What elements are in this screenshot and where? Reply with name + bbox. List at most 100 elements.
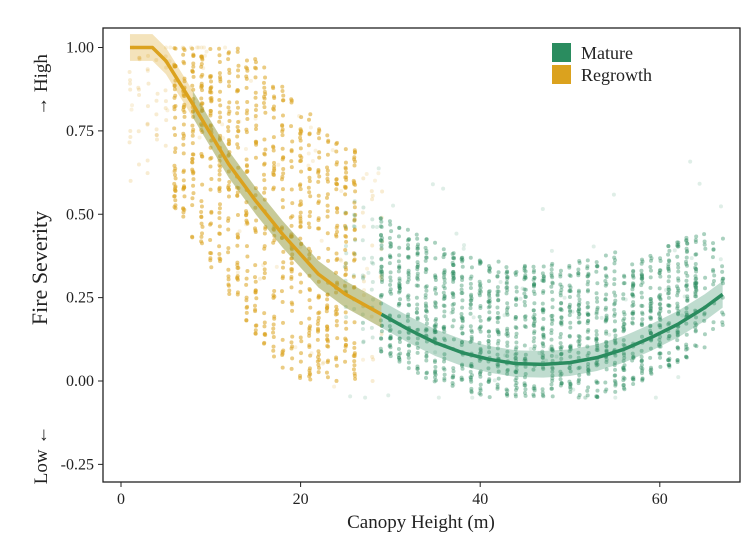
data-point [397, 286, 402, 291]
data-point [631, 283, 636, 288]
data-point [604, 273, 609, 278]
data-point [505, 288, 510, 293]
data-point [684, 332, 689, 337]
data-point [204, 49, 209, 54]
data-point [216, 156, 221, 161]
data-point [468, 369, 473, 374]
data-point [495, 385, 500, 390]
data-point [307, 327, 312, 332]
data-point [272, 95, 277, 100]
data-point [253, 75, 258, 80]
fit-lines [129, 45, 724, 367]
data-point [352, 359, 357, 364]
data-point [495, 289, 500, 294]
data-point [441, 275, 446, 280]
data-point [487, 395, 492, 400]
data-point [550, 281, 555, 286]
data-point [550, 376, 555, 381]
data-point [253, 193, 258, 198]
data-point [630, 358, 635, 363]
data-point [460, 319, 465, 324]
data-point [549, 321, 554, 326]
data-point [541, 325, 546, 330]
data-point [622, 274, 627, 279]
data-point [173, 93, 178, 98]
data-point [532, 384, 537, 389]
data-point [486, 299, 491, 304]
data-point [567, 349, 572, 354]
data-point [487, 293, 492, 298]
data-point [693, 285, 698, 290]
data-point [442, 268, 447, 273]
data-point [182, 114, 187, 119]
data-point [648, 365, 653, 370]
data-point [612, 282, 617, 287]
legend-label-mature: Mature [581, 43, 633, 63]
data-point [613, 383, 618, 388]
data-point [663, 287, 668, 292]
data-point [173, 104, 178, 109]
data-point [469, 373, 474, 378]
data-point [495, 315, 500, 320]
data-point [586, 318, 591, 323]
data-point [433, 369, 438, 374]
data-point [433, 378, 438, 383]
data-point [168, 45, 173, 50]
data-point [299, 169, 304, 174]
data-point [514, 285, 519, 290]
data-point [532, 346, 537, 351]
data-point [289, 159, 294, 164]
data-point [370, 354, 375, 359]
data-point [559, 381, 564, 386]
data-point [441, 290, 446, 295]
data-point [657, 302, 662, 307]
data-point [496, 330, 501, 335]
data-point [568, 383, 573, 388]
data-point [262, 178, 267, 183]
data-point [505, 270, 510, 275]
data-point [388, 350, 393, 355]
data-point [352, 199, 357, 204]
data-point [523, 269, 528, 274]
data-point [200, 154, 205, 159]
data-point [577, 300, 582, 305]
data-point [522, 375, 527, 380]
data-point [316, 193, 321, 198]
data-point [353, 376, 358, 381]
data-point [406, 255, 411, 260]
data-point [639, 358, 644, 363]
data-point [352, 163, 357, 168]
data-point [505, 269, 510, 274]
data-point [325, 133, 330, 138]
data-point [407, 303, 412, 308]
data-point [585, 321, 590, 326]
data-point [594, 329, 599, 334]
data-point [137, 55, 142, 60]
data-point [594, 291, 599, 296]
data-point [146, 53, 151, 58]
data-point [630, 321, 635, 326]
data-point [531, 315, 536, 320]
data-point [299, 351, 304, 356]
data-point [721, 276, 726, 281]
data-point [459, 291, 464, 296]
data-point [163, 88, 168, 93]
data-point [379, 323, 384, 328]
data-point [666, 285, 671, 290]
data-point [335, 206, 340, 211]
data-point [648, 308, 653, 313]
data-point [217, 158, 222, 163]
data-point [227, 100, 232, 105]
data-point [658, 274, 663, 279]
data-point [442, 338, 447, 343]
data-point [334, 177, 339, 182]
data-point [306, 151, 311, 156]
data-point [504, 281, 509, 286]
data-point [586, 368, 591, 373]
data-point [630, 320, 635, 325]
data-point [603, 253, 608, 258]
data-point [271, 334, 276, 339]
data-point [308, 377, 313, 382]
data-point [191, 114, 196, 119]
data-point [245, 100, 250, 105]
